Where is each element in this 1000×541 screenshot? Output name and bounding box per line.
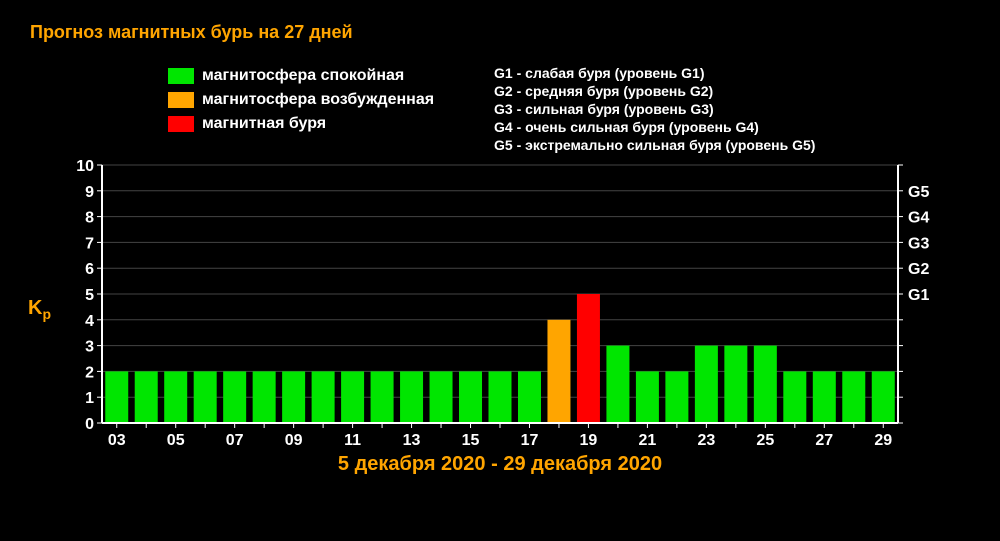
bar — [312, 371, 335, 423]
bar — [194, 371, 217, 423]
svg-text:27: 27 — [815, 432, 833, 449]
y-axis-label: Kp — [28, 297, 51, 322]
svg-text:29: 29 — [874, 432, 892, 449]
svg-text:G4: G4 — [908, 210, 929, 227]
page-title: Прогноз магнитных бурь на 27 дней — [0, 0, 1000, 43]
legend-label: магнитосфера возбужденная — [202, 91, 434, 109]
legend-swatch — [168, 68, 194, 84]
svg-text:05: 05 — [167, 432, 185, 449]
svg-text:03: 03 — [108, 432, 126, 449]
svg-text:8: 8 — [85, 210, 94, 227]
svg-text:25: 25 — [756, 432, 774, 449]
svg-text:09: 09 — [285, 432, 303, 449]
svg-text:G3: G3 — [908, 235, 929, 252]
bar — [695, 346, 718, 423]
svg-text:11: 11 — [344, 432, 361, 449]
g-scale-item: G2 - средняя буря (уровень G2) — [494, 83, 815, 99]
bar — [842, 371, 865, 423]
svg-text:10: 10 — [76, 159, 94, 175]
bar — [518, 371, 541, 423]
svg-text:0: 0 — [85, 416, 94, 433]
bar — [164, 371, 187, 423]
x-axis-caption: 5 декабря 2020 - 29 декабря 2020 — [0, 453, 1000, 476]
svg-text:19: 19 — [580, 432, 598, 449]
legends-container: магнитосфера спокойная магнитосфера возбу… — [168, 67, 1000, 153]
chart-container: Kp 0123456789100305070911131517192123252… — [62, 159, 1000, 449]
legend-swatch — [168, 116, 194, 132]
bar — [813, 371, 836, 423]
g-scale-item: G1 - слабая буря (уровень G1) — [494, 65, 815, 81]
legend-item: магнитосфера спокойная — [168, 67, 434, 85]
svg-text:9: 9 — [85, 184, 94, 201]
bar — [636, 371, 659, 423]
legend-label: магнитосфера спокойная — [202, 67, 404, 85]
legend-right: G1 - слабая буря (уровень G1) G2 - средня… — [494, 65, 815, 153]
svg-text:07: 07 — [226, 432, 244, 449]
svg-text:5: 5 — [85, 287, 94, 304]
g-scale-item: G5 - экстремально сильная буря (уровень … — [494, 137, 815, 153]
svg-text:21: 21 — [639, 432, 657, 449]
legend-item: магнитная буря — [168, 115, 434, 133]
kp-bar-chart: 0123456789100305070911131517192123252729… — [62, 159, 942, 449]
bar — [430, 371, 453, 423]
bar — [577, 294, 600, 423]
legend-left: магнитосфера спокойная магнитосфера возбу… — [168, 67, 434, 153]
bar — [282, 371, 305, 423]
legend-swatch — [168, 92, 194, 108]
bar — [341, 371, 364, 423]
svg-text:23: 23 — [697, 432, 715, 449]
legend-item: магнитосфера возбужденная — [168, 91, 434, 109]
bar — [606, 346, 629, 423]
bar — [223, 371, 246, 423]
g-scale-item: G4 - очень сильная буря (уровень G4) — [494, 119, 815, 135]
svg-text:13: 13 — [403, 432, 421, 449]
svg-text:15: 15 — [462, 432, 480, 449]
bar — [872, 371, 895, 423]
svg-text:6: 6 — [85, 261, 94, 278]
svg-text:3: 3 — [85, 339, 94, 356]
bar — [724, 346, 747, 423]
svg-text:G5: G5 — [908, 184, 929, 201]
svg-text:G2: G2 — [908, 261, 929, 278]
bar — [371, 371, 394, 423]
g-scale-item: G3 - сильная буря (уровень G3) — [494, 101, 815, 117]
bar — [459, 371, 482, 423]
bar — [783, 371, 806, 423]
bar — [400, 371, 423, 423]
bar — [665, 371, 688, 423]
bar — [547, 320, 570, 423]
svg-text:17: 17 — [521, 432, 539, 449]
svg-text:7: 7 — [85, 235, 94, 252]
bar — [105, 371, 128, 423]
svg-text:1: 1 — [85, 390, 94, 407]
svg-text:G1: G1 — [908, 287, 929, 304]
bar — [489, 371, 512, 423]
legend-label: магнитная буря — [202, 115, 326, 133]
bar — [754, 346, 777, 423]
svg-text:4: 4 — [85, 313, 94, 330]
bar — [135, 371, 158, 423]
bar — [253, 371, 276, 423]
svg-text:2: 2 — [85, 364, 94, 381]
